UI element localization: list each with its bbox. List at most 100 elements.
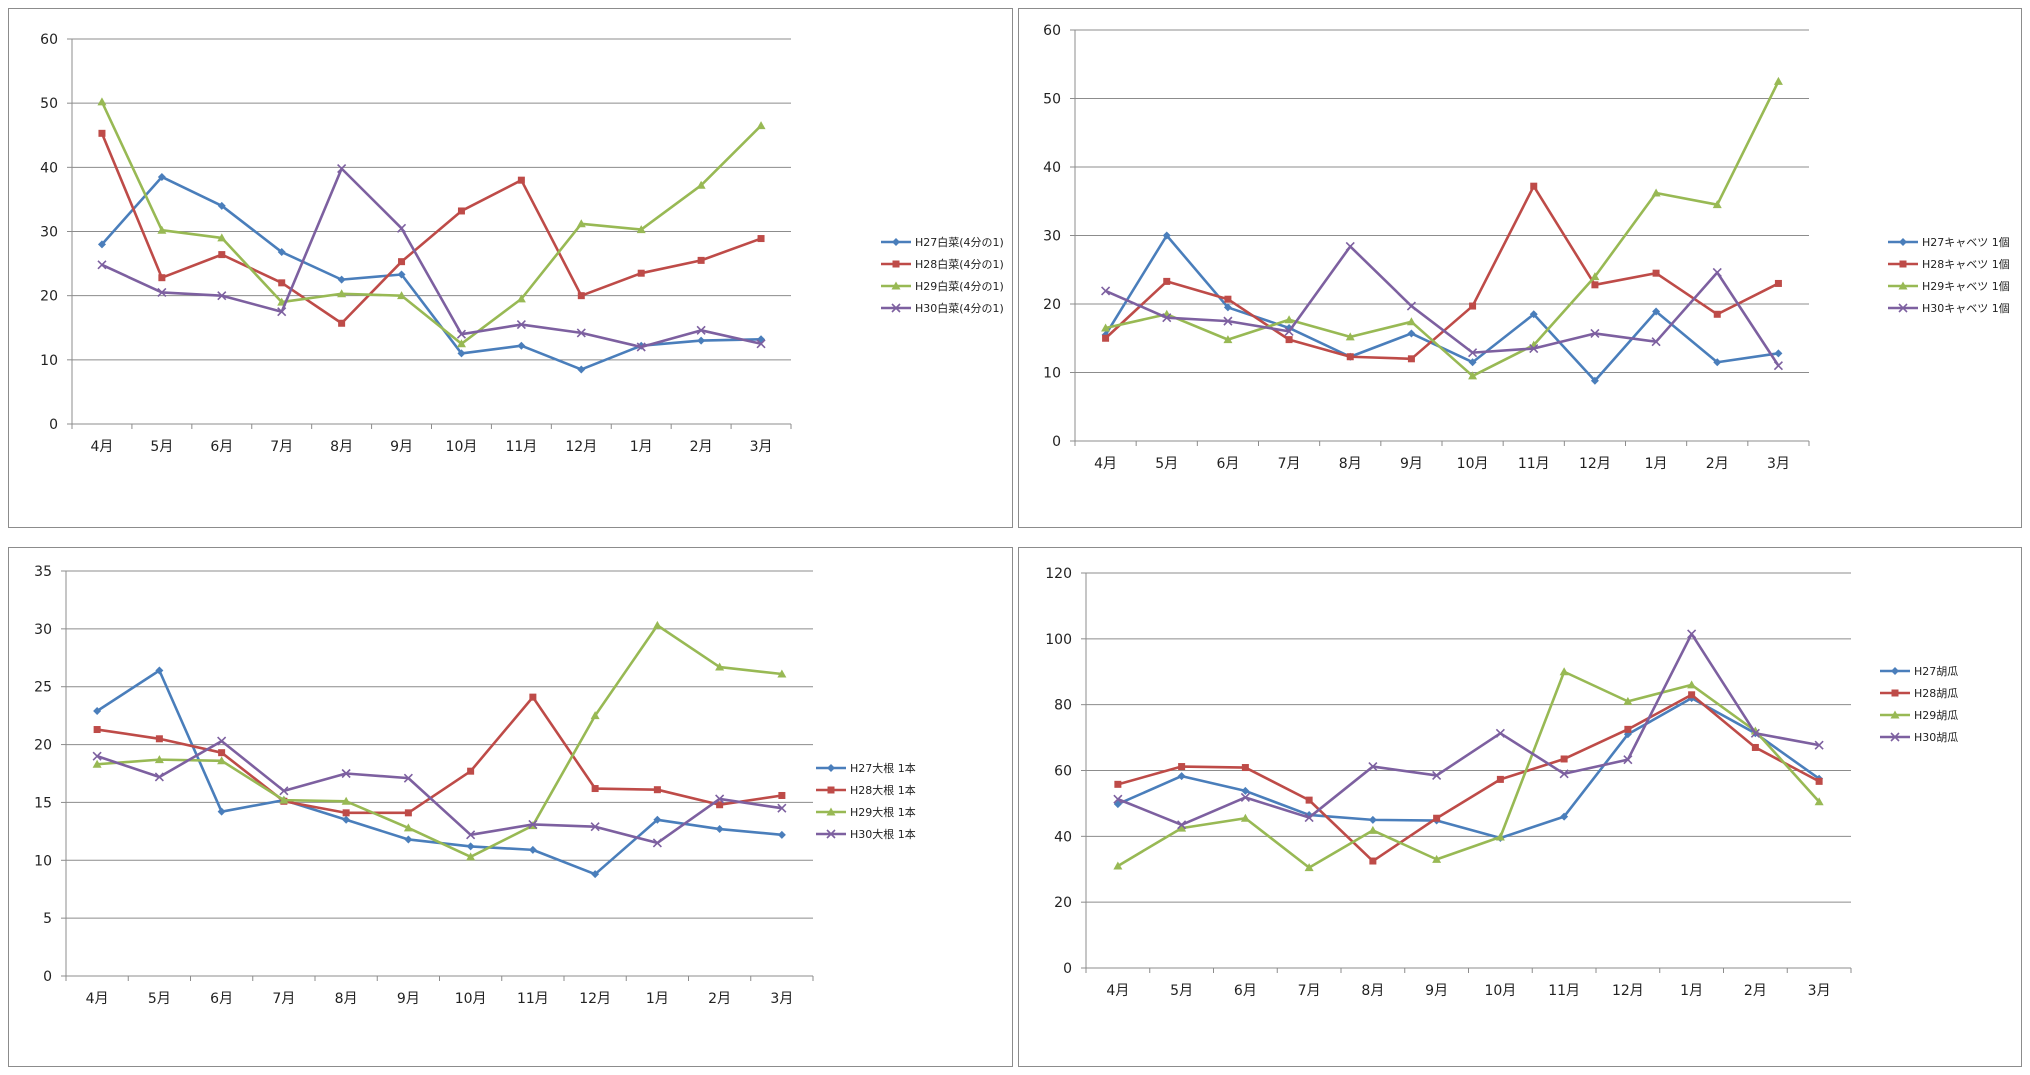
legend-swatch-graphic xyxy=(816,786,846,794)
legend-label: H29胡瓜 xyxy=(1914,709,1959,722)
data-point xyxy=(577,292,585,300)
x-tick-label: 10月 xyxy=(1484,983,1516,999)
x-tick-label: 8月 xyxy=(1361,983,1384,999)
y-tick-label: 60 xyxy=(1043,23,1061,39)
data-point xyxy=(1496,775,1504,783)
data-point xyxy=(529,693,537,701)
data-point xyxy=(403,773,413,783)
legend-swatch xyxy=(816,829,846,839)
x-tick-label: 10月 xyxy=(1457,456,1489,472)
data-point xyxy=(1406,301,1416,311)
data-point xyxy=(1713,310,1721,318)
data-point xyxy=(155,735,163,743)
data-point xyxy=(1774,349,1783,358)
data-point xyxy=(218,749,226,757)
x-tick-label: 11月 xyxy=(505,439,537,455)
data-point xyxy=(1774,279,1782,287)
legend-swatch-graphic xyxy=(1880,732,1910,742)
data-point xyxy=(466,830,476,840)
data-point xyxy=(217,807,226,816)
x-tick-label: 10月 xyxy=(446,439,478,455)
data-point xyxy=(1432,770,1442,781)
data-point xyxy=(1652,307,1661,316)
data-point xyxy=(756,121,766,130)
data-point xyxy=(337,289,347,298)
data-point xyxy=(1177,820,1187,830)
data-point xyxy=(1652,269,1660,277)
x-tick-label: 7月 xyxy=(1278,456,1301,472)
y-tick-label: 20 xyxy=(1043,297,1061,313)
x-tick-label: 11月 xyxy=(1518,456,1550,472)
legend-item: H30白菜(4分の1) xyxy=(881,297,1004,319)
data-point xyxy=(1284,315,1294,324)
data-point xyxy=(93,707,102,716)
legend-marker xyxy=(891,303,901,313)
legend-swatch xyxy=(1888,303,1918,313)
legend-label: H27白菜(4分の1) xyxy=(915,236,1004,249)
data-point xyxy=(155,666,164,675)
series-line xyxy=(96,695,783,815)
data-point xyxy=(1468,348,1478,358)
legend-item: H28キャベツ 1個 xyxy=(1888,253,2010,275)
data-point xyxy=(1651,337,1661,347)
legend-swatch-graphic xyxy=(1880,710,1910,719)
chart-panel-cucumber: 0 20 40 60 80 100 120 4月 5月 6月 7月 8月 9月 10月 11月 12月 1月 2月… xyxy=(1018,547,2022,1067)
data-point xyxy=(398,258,406,266)
data-point xyxy=(1468,371,1478,380)
series-2 xyxy=(1102,182,1782,363)
data-point xyxy=(1177,772,1186,781)
legend-marker xyxy=(1899,260,1907,268)
series-4 xyxy=(97,164,766,352)
legend-swatch-graphic xyxy=(1880,667,1910,675)
legend-item: H28大根 1本 xyxy=(816,779,916,801)
x-tick-label: 8月 xyxy=(1339,456,1362,472)
data-point xyxy=(1687,629,1697,639)
data-point xyxy=(1559,769,1569,779)
data-point xyxy=(1113,861,1123,870)
legend-marker xyxy=(826,829,836,839)
legend-marker xyxy=(891,281,901,290)
data-point xyxy=(1345,241,1355,252)
data-point xyxy=(157,225,167,234)
data-point xyxy=(1345,332,1355,341)
data-point xyxy=(591,870,600,879)
data-point xyxy=(1407,329,1416,338)
data-point xyxy=(636,342,646,352)
x-tick-label: 8月 xyxy=(335,991,358,1007)
data-point xyxy=(1223,335,1233,344)
data-point xyxy=(157,172,166,181)
data-point xyxy=(1114,780,1122,788)
data-point xyxy=(590,822,600,832)
y-tick-label: 40 xyxy=(1054,829,1072,845)
data-point xyxy=(652,838,662,848)
y-tick-label: 30 xyxy=(40,225,58,241)
data-point xyxy=(397,291,407,300)
data-point xyxy=(92,751,102,761)
x-tick-label: 1月 xyxy=(1645,456,1668,472)
data-point xyxy=(342,809,350,817)
y-tick-label: 0 xyxy=(1052,434,1061,450)
legend-marker xyxy=(827,764,835,772)
data-point xyxy=(777,803,787,813)
legend-swatch xyxy=(1888,281,1918,291)
data-point xyxy=(1240,813,1250,822)
data-point xyxy=(517,176,525,184)
data-point xyxy=(652,620,662,629)
series-1 xyxy=(1101,231,1783,385)
x-tick-label: 12月 xyxy=(1579,456,1611,472)
legend-swatch xyxy=(816,785,846,795)
data-point xyxy=(517,341,526,350)
legend-daikon: H27大根 1本 H28大根 1本 H29大根 1本 H30大根 1本 xyxy=(816,757,916,845)
x-tick-label: 6月 xyxy=(1234,983,1257,999)
legend-label: H27キャベツ 1個 xyxy=(1922,236,2010,249)
data-point xyxy=(528,845,537,854)
legend-label: H27大根 1本 xyxy=(850,762,916,775)
data-point xyxy=(154,755,164,764)
series-line xyxy=(1104,184,1780,361)
data-point xyxy=(466,852,476,861)
data-point xyxy=(97,260,107,270)
legend-swatch-graphic xyxy=(881,281,911,290)
series-line xyxy=(100,101,762,346)
data-point xyxy=(456,329,467,339)
legend-swatch-graphic xyxy=(816,807,846,816)
